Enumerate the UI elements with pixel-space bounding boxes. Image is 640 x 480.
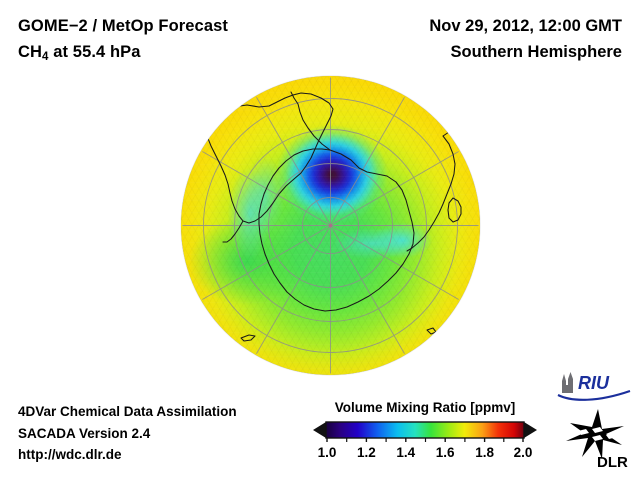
colorbar-tick-label: 1.0 bbox=[317, 445, 337, 460]
colorbar-minor-ticks bbox=[346, 438, 505, 442]
page-title: GOME−2 / MetOp Forecast bbox=[18, 17, 228, 35]
colorbar-tick-labels: 1.0 1.2 1.4 1.6 1.8 2.0 bbox=[313, 445, 537, 463]
colorbar-graphic bbox=[313, 420, 537, 445]
species-prefix: CH bbox=[18, 43, 43, 61]
species-level-label: CH4 at 55.4 hPa bbox=[18, 43, 141, 63]
source-url: http://wdc.dlr.de bbox=[18, 447, 122, 462]
colorbar-extend-min-arrow bbox=[313, 422, 326, 438]
riu-wordmark: RIU bbox=[578, 373, 610, 393]
footer-credits: 4DVar Chemical Data Assimilation SACADA … bbox=[18, 401, 237, 466]
version-label: SACADA Version 2.4 bbox=[18, 425, 151, 441]
colorbar-tick-label: 1.2 bbox=[357, 445, 376, 460]
colorbar-tick-label: 1.8 bbox=[475, 445, 494, 460]
globe-disc bbox=[181, 76, 480, 375]
colorbar-extend-max-arrow bbox=[524, 422, 537, 438]
cathedral-icon bbox=[562, 372, 573, 393]
dlr-star-icon bbox=[566, 409, 624, 459]
globe-map bbox=[181, 76, 480, 375]
colorbar-tick-label: 1.4 bbox=[396, 445, 416, 460]
timestamp-label: Nov 29, 2012, 12:00 GMT bbox=[429, 17, 622, 35]
colorbar-gradient bbox=[326, 422, 524, 438]
species-subscript: 4 bbox=[42, 51, 49, 63]
species-suffix: at 55.4 hPa bbox=[48, 43, 141, 61]
hemisphere-label: Southern Hemisphere bbox=[450, 43, 622, 61]
method-label: 4DVar Chemical Data Assimilation bbox=[18, 404, 237, 419]
colorbar-tick-label: 1.6 bbox=[435, 445, 455, 460]
colorbar: Volume Mixing Ratio [ppmv] bbox=[313, 400, 537, 463]
dlr-wordmark: DLR bbox=[597, 454, 628, 469]
riu-wave-icon bbox=[557, 390, 631, 401]
globe-limb-shading bbox=[181, 76, 480, 375]
dlr-logo: DLR bbox=[562, 407, 632, 471]
riu-logo: RIU bbox=[556, 371, 632, 403]
colorbar-tick-label: 2.0 bbox=[513, 445, 533, 460]
colorbar-title: Volume Mixing Ratio [ppmv] bbox=[334, 400, 516, 415]
